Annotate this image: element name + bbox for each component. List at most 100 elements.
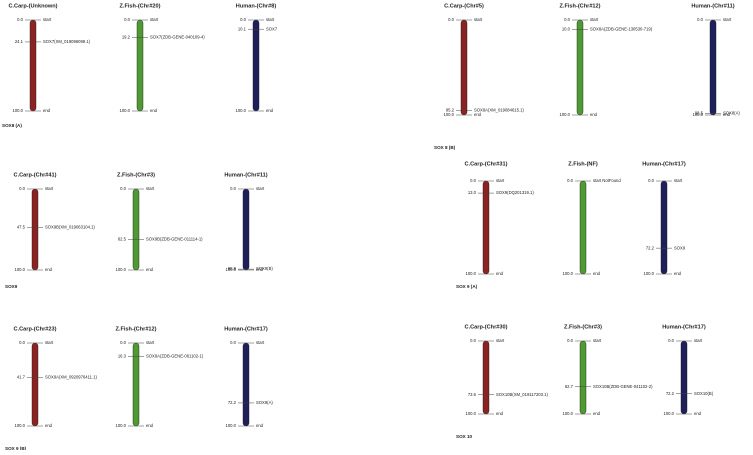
chromosome-bar xyxy=(680,340,688,415)
marker-name: end xyxy=(43,108,51,113)
marker-position: 0.0 xyxy=(230,186,236,191)
marker-position: 24.1 xyxy=(15,39,24,44)
marker-name: end xyxy=(496,411,504,416)
marker-name: SOX8A(ZDB-GENE-130530-719) xyxy=(590,27,653,32)
marker-name: SOX7 xyxy=(266,26,278,31)
marker-name: end xyxy=(256,423,264,428)
marker-name: end xyxy=(593,411,601,416)
marker-name: start xyxy=(694,338,703,343)
marker-position: 100.0 xyxy=(444,112,455,117)
marker-name: end xyxy=(45,267,53,272)
marker-position: 0.0 xyxy=(120,186,126,191)
marker-position: 100.0 xyxy=(116,267,127,272)
panel-label: SOX 9 (B) xyxy=(5,446,27,450)
marker-name: start xyxy=(43,17,52,22)
marker-name: end xyxy=(694,411,702,416)
track-title: Human-(Chr#17) xyxy=(662,324,706,330)
marker-position: 100.0 xyxy=(664,411,675,416)
marker-name: SOX9B(ZDB-GENE-011114-1) xyxy=(146,237,203,242)
chromosome-bar xyxy=(576,19,584,116)
chromosome-bar xyxy=(482,180,490,275)
chromosome-bar xyxy=(482,340,490,415)
chromosome-bar xyxy=(242,188,250,271)
marker-position: 0.0 xyxy=(564,17,570,22)
chromosome-bar xyxy=(132,188,140,271)
marker-position: 0.0 xyxy=(17,17,23,22)
marker-position: 100.0 xyxy=(15,423,26,428)
marker-position: 41.7 xyxy=(17,375,26,380)
marker-name: end xyxy=(256,267,264,272)
marker-position: 100.0 xyxy=(236,108,247,113)
marker-name: start xyxy=(474,17,483,22)
marker-name: start xyxy=(674,178,683,183)
track-title: C.Carp-(Chr#5) xyxy=(444,3,484,9)
marker-position: 0.0 xyxy=(120,340,126,345)
marker-name: end xyxy=(590,112,598,117)
track-title: Human-(Chr#11) xyxy=(691,3,734,9)
track-title: Human-(Chr#11) xyxy=(224,172,267,178)
marker-name: start xyxy=(45,340,54,345)
marker-name: SOX8A(XM_019084615.1) xyxy=(474,108,524,113)
track-title: Z.Fish-(Chr#3) xyxy=(564,324,602,330)
chromosome-bar xyxy=(29,19,37,112)
marker-position: 100.0 xyxy=(226,423,237,428)
panel-label: SOX 8 (B) xyxy=(434,145,456,150)
marker-position: 0.0 xyxy=(470,178,476,183)
chromosome-bar xyxy=(132,342,140,427)
track-title: C.Carp-(Chr#41) xyxy=(14,172,57,178)
track-title: C.Carp-(Chr#31) xyxy=(465,161,508,167)
marker-position: 100.0 xyxy=(120,108,131,113)
marker-name: start xyxy=(45,186,54,191)
marker-name: SOX10B(ZDB-GENE-041102-2) xyxy=(593,384,653,389)
chromosome-bar xyxy=(460,19,468,116)
marker-name: SOX9A(ZDB-GENE-061102-1) xyxy=(146,354,204,359)
marker-position: 72.2 xyxy=(228,400,237,405)
marker-name: start xyxy=(256,186,265,191)
track-title: Z.Fish-(Chr#20) xyxy=(119,3,160,9)
marker-position: 0.0 xyxy=(230,340,236,345)
marker-position: 62.5 xyxy=(118,237,127,242)
marker-position: 0.0 xyxy=(697,17,703,22)
marker-name: SOX10(B) xyxy=(694,391,714,396)
marker-position: 98.5 xyxy=(695,111,704,116)
marker-name: end xyxy=(593,271,601,276)
marker-name: start xyxy=(256,340,265,345)
marker-name: SOX9(B) xyxy=(256,266,273,271)
marker-position: 19.2 xyxy=(122,35,131,40)
marker-name: SOX7(XM_019096099.1) xyxy=(43,39,91,44)
marker-name: start xyxy=(146,340,155,345)
marker-name: end xyxy=(45,423,53,428)
marker-name: end xyxy=(150,108,158,113)
marker-position: 0.0 xyxy=(567,338,573,343)
track-title: Z.Fish-(Chr#12) xyxy=(115,326,156,332)
chromosome-bar xyxy=(31,342,39,427)
chromosome-bar xyxy=(136,19,144,112)
chromosome-bar xyxy=(709,19,717,116)
marker-name: SOX9B(XM_019063104.1) xyxy=(45,225,95,230)
marker-position: 0.0 xyxy=(124,17,130,22)
marker-position: 13.0 xyxy=(468,190,477,195)
marker-name: SOX9(A) xyxy=(256,400,273,405)
marker-position: 10.1 xyxy=(238,26,247,31)
marker-name: end xyxy=(266,108,274,113)
marker-position: 0.0 xyxy=(648,178,654,183)
chromosome-bar xyxy=(252,19,260,112)
marker-name: start xyxy=(150,17,159,22)
panel-label: SOX 9 (A) xyxy=(456,284,478,289)
marker-position: 100.0 xyxy=(560,112,571,117)
track-title: Z.Fish-(Chr#3) xyxy=(117,172,155,178)
chromosome-bar xyxy=(660,180,668,275)
marker-name: end xyxy=(723,112,731,117)
marker-name: start xyxy=(266,17,275,22)
marker-name: end xyxy=(146,423,154,428)
track-title: Human-(Chr#17) xyxy=(642,161,686,167)
marker-position: 98.9 xyxy=(228,266,237,271)
marker-name: start xyxy=(496,338,505,343)
track-title: Z.Fish-(NF) xyxy=(568,161,598,167)
track-title: C.Carp-(Unknown) xyxy=(8,3,57,9)
track-title: Human-(Chr#17) xyxy=(224,326,268,332)
marker-position: 47.5 xyxy=(17,225,26,230)
marker-position: 73.6 xyxy=(468,392,477,397)
marker-name: start xyxy=(723,17,732,22)
